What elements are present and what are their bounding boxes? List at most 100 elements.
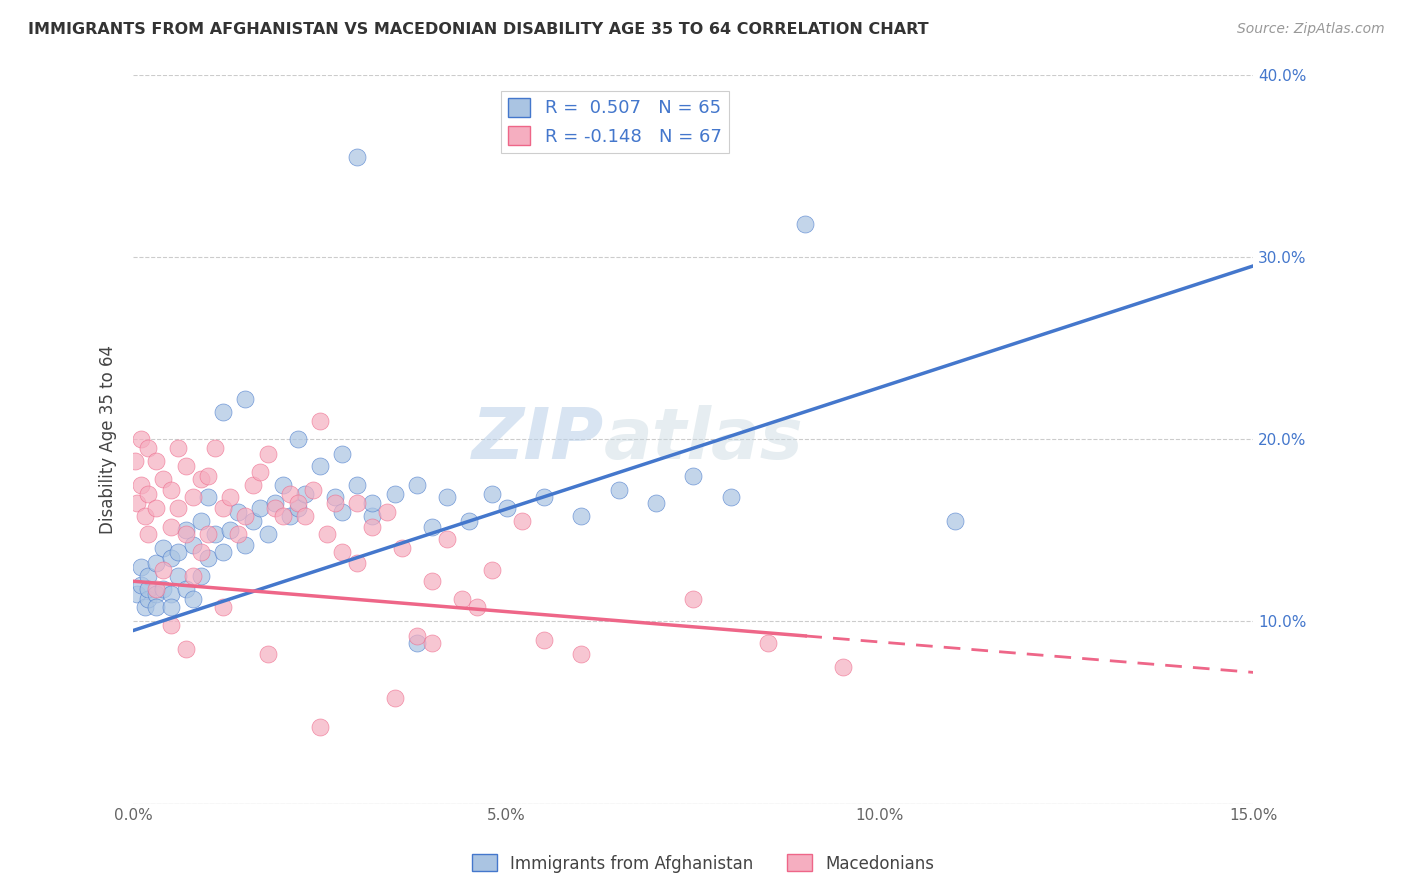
Point	[219, 523, 242, 537]
Point	[129, 432, 152, 446]
Text: IMMIGRANTS FROM AFGHANISTAN VS MACEDONIAN DISABILITY AGE 35 TO 64 CORRELATION CH: IMMIGRANTS FROM AFGHANISTAN VS MACEDONIA…	[28, 22, 929, 37]
Point	[249, 465, 271, 479]
Point	[197, 550, 219, 565]
Point	[278, 487, 301, 501]
Point	[346, 149, 368, 163]
Text: Source: ZipAtlas.com: Source: ZipAtlas.com	[1237, 22, 1385, 37]
Point	[569, 508, 592, 523]
Point	[190, 568, 212, 582]
Point	[794, 217, 817, 231]
Point	[264, 501, 287, 516]
Point	[242, 477, 264, 491]
Point	[197, 468, 219, 483]
Point	[226, 526, 249, 541]
Point	[682, 592, 704, 607]
Point	[294, 487, 316, 501]
Legend: Immigrants from Afghanistan, Macedonians: Immigrants from Afghanistan, Macedonians	[465, 847, 941, 880]
Point	[152, 563, 174, 577]
Point	[436, 491, 458, 505]
Point	[361, 496, 384, 510]
Point	[391, 541, 413, 556]
Point	[136, 592, 159, 607]
Point	[136, 487, 159, 501]
Point	[167, 568, 190, 582]
Point	[720, 491, 742, 505]
Point	[384, 690, 406, 705]
Point	[294, 508, 316, 523]
Point	[167, 441, 190, 455]
Point	[152, 582, 174, 596]
Point	[197, 526, 219, 541]
Point	[533, 491, 555, 505]
Text: atlas: atlas	[603, 405, 803, 474]
Point	[420, 636, 443, 650]
Point	[420, 519, 443, 533]
Point	[159, 599, 181, 614]
Point	[271, 508, 294, 523]
Point	[159, 550, 181, 565]
Point	[219, 491, 242, 505]
Point	[495, 501, 517, 516]
Point	[124, 454, 146, 468]
Point	[233, 392, 256, 406]
Point	[136, 582, 159, 596]
Point	[152, 472, 174, 486]
Point	[242, 514, 264, 528]
Point	[197, 491, 219, 505]
Point	[384, 487, 406, 501]
Point	[287, 496, 309, 510]
Point	[125, 496, 148, 510]
Point	[533, 632, 555, 647]
Point	[174, 523, 197, 537]
Point	[831, 660, 853, 674]
Point	[233, 508, 256, 523]
Point	[481, 563, 503, 577]
Point	[323, 491, 346, 505]
Point	[145, 556, 167, 570]
Point	[346, 477, 368, 491]
Point	[256, 447, 278, 461]
Point	[181, 491, 204, 505]
Y-axis label: Disability Age 35 to 64: Disability Age 35 to 64	[100, 344, 117, 533]
Point	[233, 538, 256, 552]
Point	[145, 582, 167, 596]
Point	[145, 599, 167, 614]
Point	[361, 508, 384, 523]
Point	[134, 508, 156, 523]
Point	[159, 483, 181, 497]
Point	[125, 587, 148, 601]
Point	[181, 538, 204, 552]
Point	[129, 578, 152, 592]
Legend: R =  0.507   N = 65, R = -0.148   N = 67: R = 0.507 N = 65, R = -0.148 N = 67	[501, 91, 728, 153]
Point	[645, 496, 668, 510]
Point	[145, 501, 167, 516]
Point	[204, 441, 226, 455]
Point	[249, 501, 271, 516]
Point	[136, 526, 159, 541]
Point	[134, 599, 156, 614]
Point	[332, 505, 354, 519]
Point	[406, 629, 429, 643]
Point	[204, 526, 226, 541]
Point	[212, 545, 235, 559]
Point	[332, 545, 354, 559]
Point	[458, 514, 481, 528]
Point	[159, 519, 181, 533]
Point	[136, 441, 159, 455]
Point	[174, 459, 197, 474]
Point	[278, 508, 301, 523]
Point	[316, 526, 339, 541]
Point	[226, 505, 249, 519]
Point	[287, 432, 309, 446]
Point	[167, 501, 190, 516]
Point	[264, 496, 287, 510]
Point	[256, 647, 278, 661]
Point	[129, 559, 152, 574]
Point	[346, 496, 368, 510]
Point	[346, 556, 368, 570]
Point	[375, 505, 398, 519]
Point	[271, 477, 294, 491]
Point	[256, 526, 278, 541]
Point	[159, 587, 181, 601]
Point	[361, 519, 384, 533]
